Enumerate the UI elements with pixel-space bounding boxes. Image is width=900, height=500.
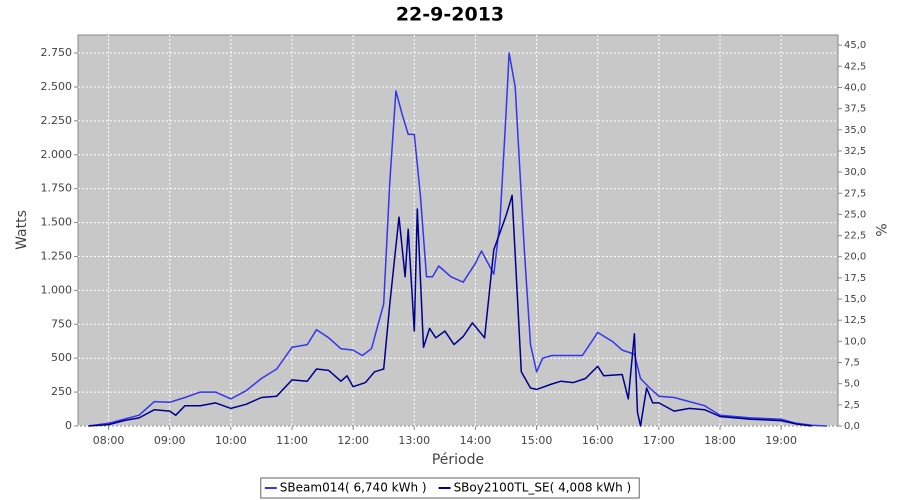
- y-tick-label: 1.000: [41, 283, 73, 296]
- y2-tick-label: 22,5: [844, 231, 866, 242]
- legend-label: SBoy2100TL_SE( 4,008 kWh ): [454, 481, 632, 495]
- y-tick-label: 750: [51, 317, 72, 330]
- y2-tick-label: 2,5: [844, 400, 860, 411]
- y2-tick-label: 17,5: [844, 273, 866, 284]
- x-tick-label: 10:00: [215, 434, 247, 447]
- y-tick-label: 2.750: [41, 46, 73, 59]
- y-tick-label: 2.250: [41, 114, 73, 127]
- y2-tick-label: 7,5: [844, 358, 860, 369]
- y2-tick-label: 32,5: [844, 146, 866, 157]
- y-tick-label: 2.000: [41, 148, 73, 161]
- y-tick-label: 1.250: [41, 249, 73, 262]
- x-axis-label: Période: [432, 452, 484, 468]
- y-tick-label: 1.750: [41, 182, 73, 195]
- y-axis-label: Watts: [14, 210, 30, 250]
- legend: SBeam014( 6,740 kWh ) SBoy2100TL_SE( 4,00…: [260, 477, 640, 499]
- plot-area: [77, 34, 839, 427]
- x-tick-label: 14:00: [460, 434, 492, 447]
- y2-tick-label: 20,0: [844, 252, 866, 263]
- y2-tick-label: 35,0: [844, 125, 866, 136]
- x-tick-label: 12:00: [337, 434, 369, 447]
- series-line: [88, 52, 828, 427]
- y2-axis-label: %: [872, 223, 888, 236]
- y2-tick-label: 45,0: [844, 40, 866, 51]
- y2-tick-label: 27,5: [844, 188, 866, 199]
- y-tick-label: 2.500: [41, 80, 73, 93]
- y2-tick-label: 0,0: [844, 421, 860, 432]
- x-tick-label: 19:00: [765, 434, 797, 447]
- y2-tick-label: 42,5: [844, 61, 866, 72]
- x-tick-label: 18:00: [704, 434, 736, 447]
- y2-tick-label: 30,0: [844, 167, 866, 178]
- x-tick-label: 09:00: [154, 434, 186, 447]
- chart-title: 22-9-2013: [396, 4, 504, 26]
- series-line: [88, 194, 812, 427]
- y-tick-label: 0: [65, 419, 72, 432]
- y2-tick-label: 12,5: [844, 315, 866, 326]
- x-tick-label: 16:00: [582, 434, 614, 447]
- y2-tick-label: 37,5: [844, 104, 866, 115]
- y2-tick-label: 5,0: [844, 379, 860, 390]
- y-tick-label: 250: [51, 385, 72, 398]
- x-tick-label: 11:00: [276, 434, 308, 447]
- y2-tick-label: 10,0: [844, 336, 866, 347]
- y2-tick-label: 25,0: [844, 209, 866, 220]
- y2-tick-label: 15,0: [844, 294, 866, 305]
- x-tick-label: 17:00: [643, 434, 675, 447]
- x-tick-label: 15:00: [521, 434, 553, 447]
- x-tick-label: 08:00: [93, 434, 125, 447]
- x-tick-label: 13:00: [398, 434, 430, 447]
- y-tick-label: 500: [51, 351, 72, 364]
- legend-label: SBeam014( 6,740 kWh ): [280, 481, 427, 495]
- y2-tick-label: 40,0: [844, 82, 866, 93]
- y-tick-label: 1.500: [41, 216, 73, 229]
